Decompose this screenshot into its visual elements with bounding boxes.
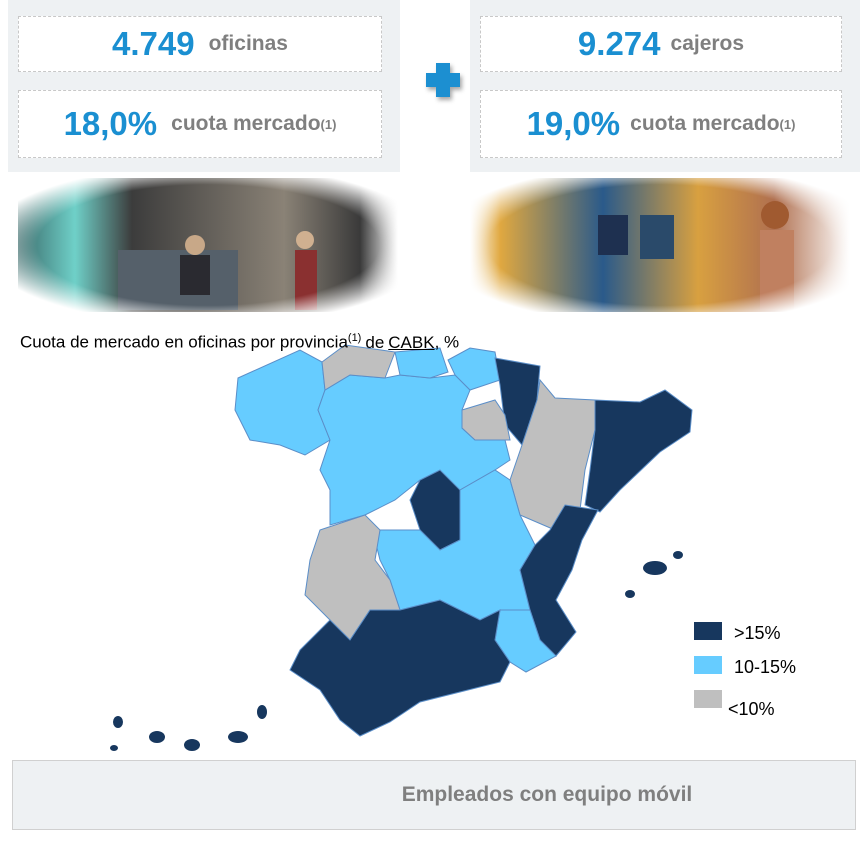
region	[235, 350, 330, 455]
footer-text: Empleados con equipo móvil	[269, 783, 825, 807]
spain-map	[110, 345, 692, 751]
offices-count-box: 4.749 oficinas	[18, 16, 382, 72]
island	[184, 739, 200, 751]
region	[510, 380, 595, 530]
region	[305, 515, 400, 640]
caption-text: Cuota de mercado en oficinas por provinc…	[20, 333, 348, 352]
region	[462, 400, 510, 440]
region	[375, 470, 535, 620]
offices-share: 18,0%	[64, 105, 158, 143]
legend-label: 10-15%	[734, 657, 796, 677]
offices-share-box: 18,0% cuota mercado(1)	[18, 90, 382, 158]
caption-connector: de	[365, 333, 384, 352]
atms-panel: 9.274 cajeros 19,0% cuota mercado(1)	[470, 0, 860, 172]
legend-swatch	[694, 656, 722, 674]
atms-share: 19,0%	[527, 105, 621, 143]
region	[410, 470, 470, 550]
atms-count-box: 9.274 cajeros	[480, 16, 842, 72]
offices-panel: 4.749 oficinas 18,0% cuota mercado(1)	[8, 0, 400, 172]
atms-count: 9.274	[578, 25, 661, 63]
caption-link: CABK	[388, 333, 434, 352]
legend-swatch	[694, 690, 722, 708]
island	[149, 731, 165, 743]
atms-share-label: cuota mercado	[630, 112, 779, 136]
offices-note: (1)	[321, 117, 337, 132]
region	[520, 505, 598, 656]
page: {"offices": {"count": "4.749", "unit": "…	[0, 0, 868, 846]
legend-label: <10%	[728, 699, 775, 719]
plus-icon-top	[426, 63, 460, 97]
offices-count: 4.749	[112, 25, 195, 63]
legend-label: >15%	[734, 623, 781, 643]
photo-atms	[470, 178, 850, 312]
island	[625, 590, 635, 598]
island	[643, 561, 667, 575]
map-caption: Cuota de mercado en oficinas por provinc…	[20, 332, 459, 353]
region	[448, 348, 500, 390]
island	[673, 551, 683, 559]
caption-note: (1)	[348, 332, 361, 344]
caption-tail: , %	[435, 333, 460, 352]
region	[495, 610, 556, 672]
atms-share-box: 19,0% cuota mercado(1)	[480, 90, 842, 158]
atms-unit: cajeros	[671, 32, 745, 56]
atms-note: (1)	[780, 117, 796, 132]
region	[585, 390, 692, 512]
region	[290, 600, 510, 736]
offices-unit: oficinas	[209, 32, 288, 56]
legend-swatch	[694, 622, 722, 640]
island	[228, 731, 248, 743]
offices-share-label: cuota mercado	[171, 112, 320, 136]
island	[257, 705, 267, 719]
region	[318, 375, 510, 525]
region	[495, 358, 540, 445]
island	[113, 716, 123, 728]
island	[110, 745, 118, 751]
legend: >15% 10-15% <10%	[694, 622, 796, 719]
photo-offices	[18, 178, 398, 312]
footer-box: Empleados con equipo móvil	[12, 760, 856, 830]
